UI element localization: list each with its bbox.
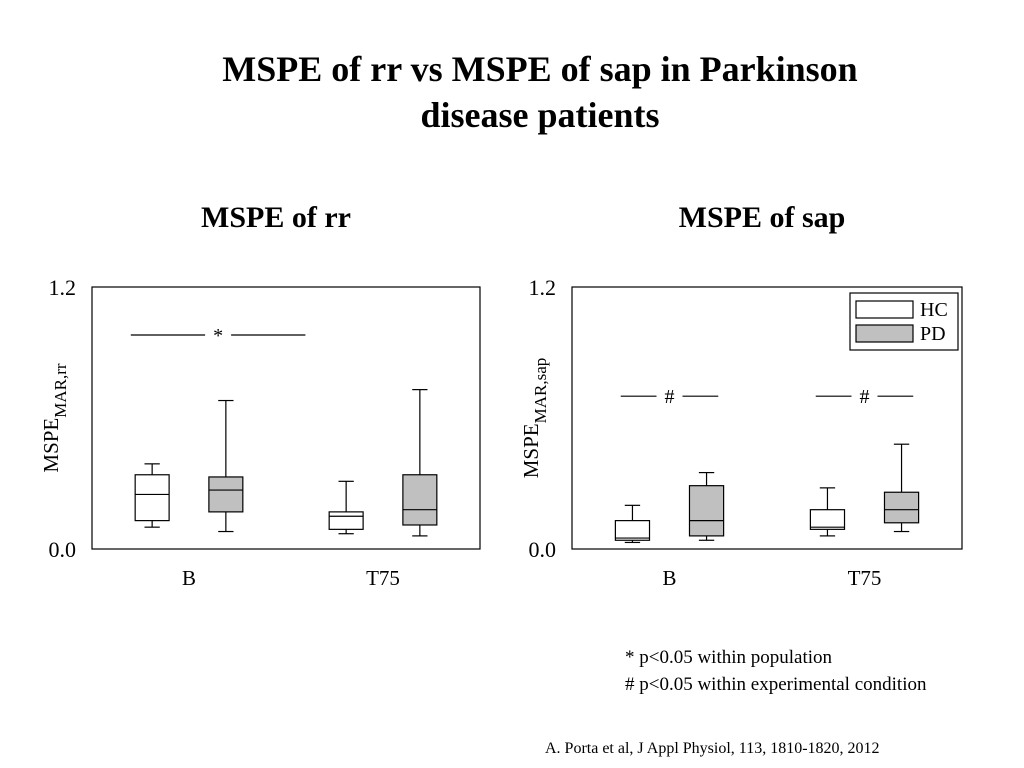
chart2-plot-frame <box>571 286 963 550</box>
chart2-legend-label-hc: HC <box>920 299 948 321</box>
chart1-ytick-label: 0.0 <box>49 537 77 562</box>
chart2-ylabel: MSPEMAR,sap <box>519 358 550 479</box>
chart1-hc-b-box <box>134 474 170 522</box>
chart1-xtick-label: B <box>182 566 196 590</box>
chart2-legend-label-pd: PD <box>920 323 946 345</box>
chart1-xtick-label: T75 <box>366 566 400 590</box>
chart1-ytick-label: 1.2 <box>49 275 77 300</box>
chart2-legend-swatch-pd <box>855 324 914 343</box>
chart2-sig-symbol: # <box>665 386 675 408</box>
chart2-xtick-label: B <box>662 566 676 590</box>
chart-title-rr: MSPE of rr <box>201 201 351 234</box>
significance-notes: * p<0.05 within population # p<0.05 with… <box>625 644 926 698</box>
chart1-ylabel-subscript: MAR,rr <box>51 363 70 418</box>
chart2-pd-t75-box <box>883 491 920 524</box>
chart2-ytick-label: 1.2 <box>529 275 557 300</box>
slide-title-line1: MSPE of rr vs MSPE of sap in Parkinson <box>222 49 858 89</box>
chart2-ylabel-main: MSPE <box>519 423 543 478</box>
slide-title-line2: disease patients <box>420 95 660 135</box>
chart2-ylabel-subscript: MAR,sap <box>531 358 550 424</box>
chart2-sig-symbol: # <box>860 386 870 408</box>
chart2-legend-swatch-hc <box>855 300 914 319</box>
chart1-pd-t75-box <box>402 474 438 526</box>
chart1-sig-symbol: * <box>213 325 223 347</box>
chart1-plot-frame <box>91 286 481 550</box>
chart-title-sap: MSPE of sap <box>678 201 846 234</box>
chart1-ylabel-main: MSPE <box>39 418 63 473</box>
chart2-hc-b-box <box>614 520 651 541</box>
chart1-ylabel: MSPEMAR,rr <box>39 363 70 473</box>
chart2-hc-t75-box <box>809 509 846 530</box>
chart2-ytick-label: 0.0 <box>529 537 557 562</box>
chart2-xtick-label: T75 <box>848 566 882 590</box>
citation: A. Porta et al, J Appl Physiol, 113, 181… <box>545 740 880 757</box>
note-star: * p<0.05 within population <box>625 647 833 668</box>
slide-title: MSPE of rr vs MSPE of sap in Parkinson d… <box>140 46 940 138</box>
note-hash: # p<0.05 within experimental condition <box>625 674 927 695</box>
chart1-hc-t75-box <box>328 511 364 530</box>
chart1-pd-b-box <box>208 476 244 513</box>
chart2-pd-b-box <box>688 485 725 537</box>
